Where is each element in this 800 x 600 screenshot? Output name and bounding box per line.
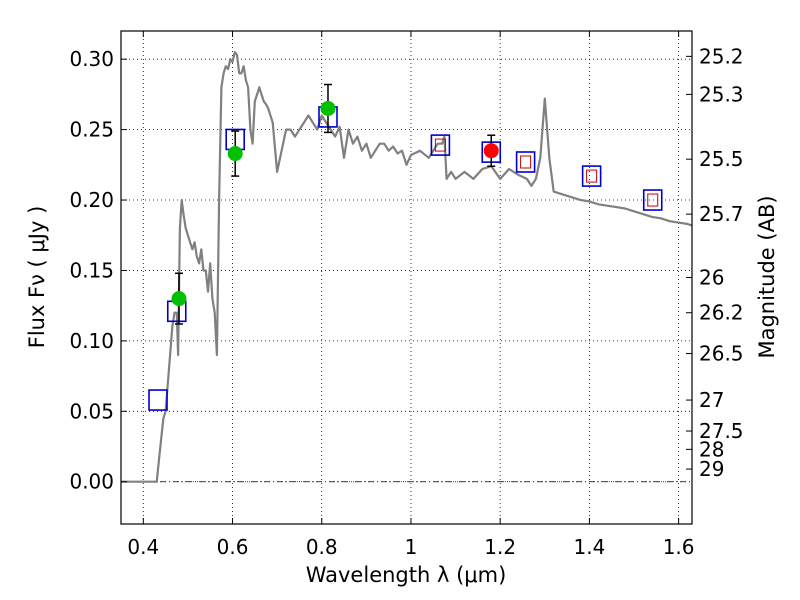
observed-point	[320, 100, 336, 116]
x-tick-label: 1	[405, 535, 418, 559]
right-tick-label: 26.2	[699, 301, 744, 325]
right-tick-label: 25.2	[699, 44, 744, 68]
y-tick-label: 0.25	[69, 118, 114, 142]
right-tick-label: 27	[699, 388, 724, 412]
x-axis-label: Wavelength λ (μm)	[306, 563, 507, 587]
model-small-marker	[434, 138, 446, 152]
model-square-marker	[581, 165, 602, 187]
y-tick-label: 0.15	[69, 258, 114, 282]
model-small-marker	[586, 169, 598, 183]
model-square-marker	[642, 189, 663, 211]
observed-point	[483, 143, 499, 159]
y-tick-label: 0.05	[69, 399, 114, 423]
y-tick-label: 0.30	[69, 47, 114, 71]
model-small-marker	[647, 193, 659, 207]
right-tick-label: 28	[699, 437, 724, 461]
right-tick-label: 26.5	[699, 342, 744, 366]
ticks: 0.4 0.6 0.8 1 1.2 1.4 1.6 0.00 0.05 0.10 0.15 0.20 0…	[69, 31, 744, 559]
x-tick-label: 0.8	[306, 535, 338, 559]
model-square-marker	[430, 134, 451, 156]
right-tick-label: 27.5	[699, 419, 744, 443]
model-square-marker	[515, 151, 536, 173]
right-tick-label: 29	[699, 457, 724, 481]
y-tick-label: 0.20	[69, 188, 114, 212]
right-tick-label: 25.5	[699, 147, 744, 171]
right-tick-label: 26	[699, 266, 724, 290]
photometry-markers	[148, 83, 663, 411]
model-spectrum	[121, 50, 693, 483]
model-small-marker	[520, 155, 532, 169]
y-tick-label: 0.10	[69, 329, 114, 353]
right-axis-label: Magnitude (AB)	[755, 195, 779, 358]
observed-point	[227, 146, 243, 162]
right-tick-label: 25.7	[699, 202, 744, 226]
model-square-marker	[148, 389, 168, 411]
right-tick-label: 25.3	[699, 82, 744, 106]
y-tick-label: 0.00	[69, 470, 114, 494]
x-tick-label: 0.6	[217, 535, 249, 559]
x-tick-label: 1.4	[573, 535, 605, 559]
x-tick-label: 1.6	[663, 535, 695, 559]
spectrum-line	[121, 50, 693, 483]
observed-point	[171, 291, 187, 307]
y-axis-label: Flux Fν ( μJy )	[25, 206, 49, 349]
x-tick-label: 0.4	[127, 535, 159, 559]
x-tick-label: 1.2	[484, 535, 516, 559]
